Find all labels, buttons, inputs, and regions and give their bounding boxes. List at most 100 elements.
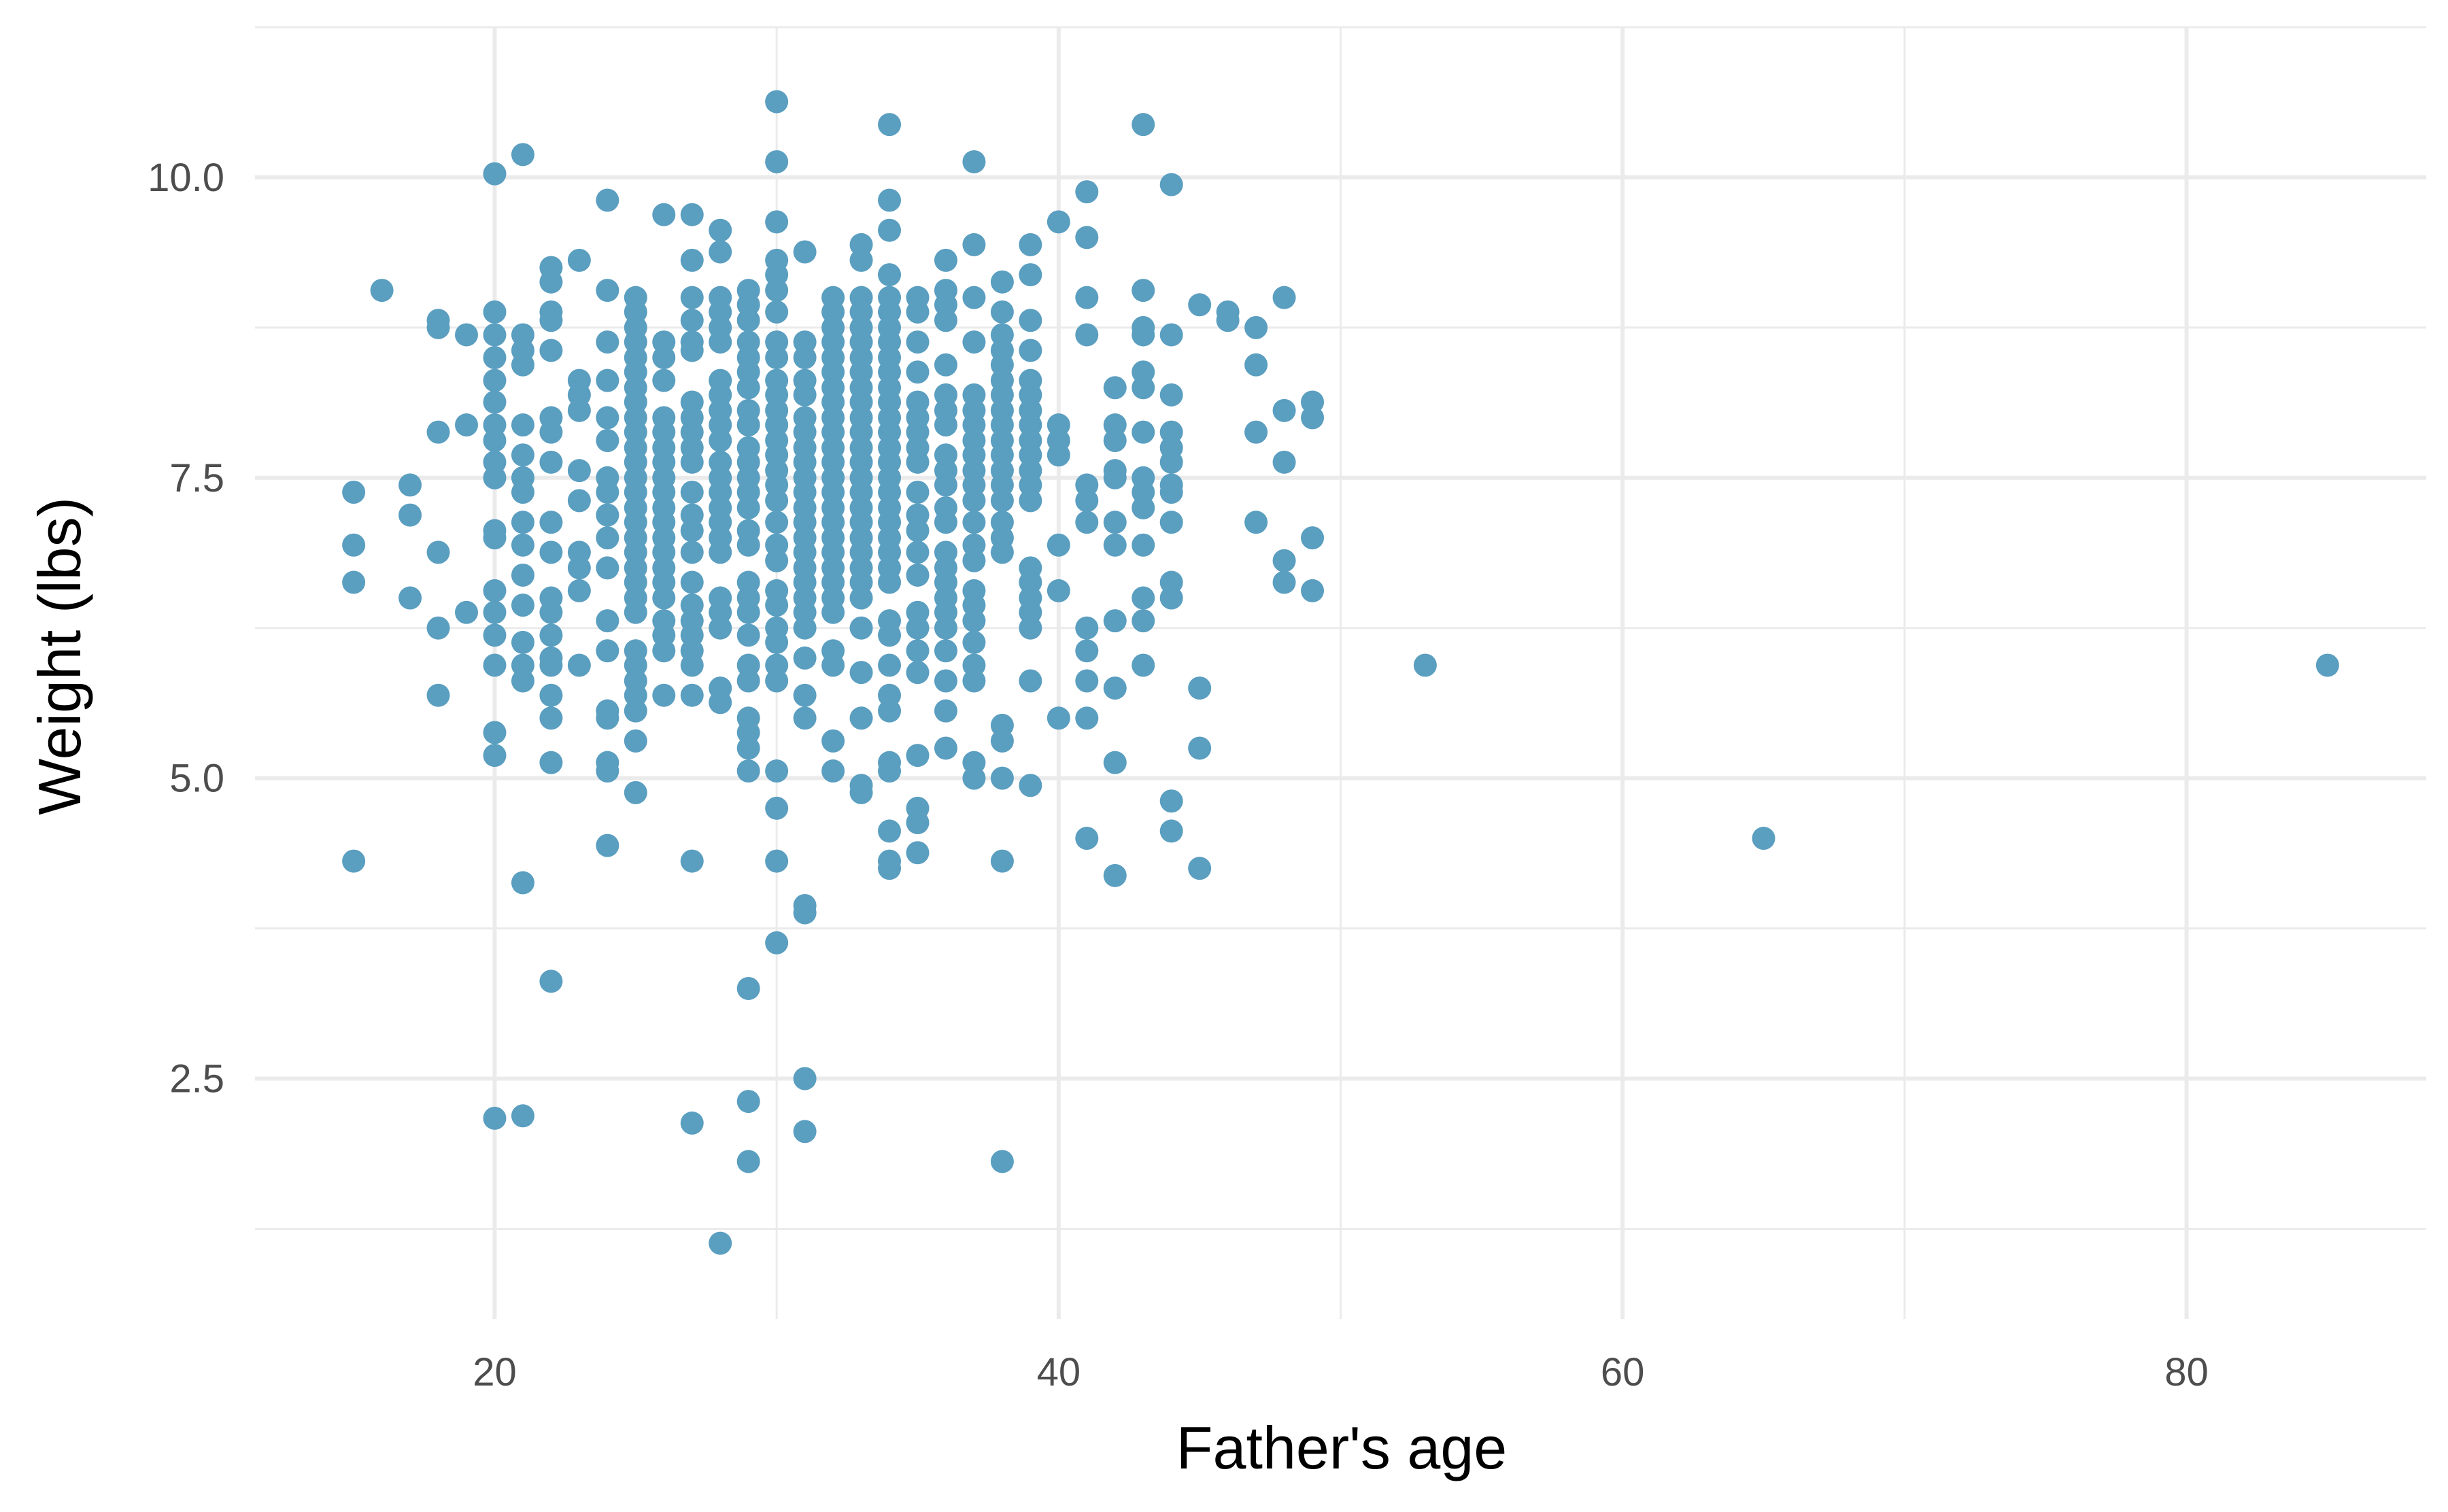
data-point [736,976,760,1000]
data-point [680,683,704,707]
data-point [596,279,619,303]
data-point [765,594,789,617]
data-point [342,849,366,873]
data-point [426,315,450,339]
data-point [878,857,902,880]
data-point [906,563,930,587]
data-point [878,188,902,212]
data-point [962,609,986,633]
data-point [539,511,563,534]
data-point [736,669,760,693]
y-tick-label: 5.0 [169,757,224,801]
data-point [736,533,760,557]
data-point [736,759,760,783]
data-point [1301,526,1325,550]
data-point [426,616,450,640]
data-point [821,729,845,753]
data-point [878,759,902,783]
data-point [878,623,902,647]
data-point [1019,616,1042,640]
data-point [1103,676,1127,700]
data-point [878,113,902,137]
data-point [511,481,534,504]
data-point [680,248,704,272]
data-point [596,526,619,550]
data-point [680,519,704,543]
data-point [962,511,986,534]
data-point [511,143,534,167]
data-point [511,511,534,534]
data-point [511,353,534,377]
data-point [624,780,647,804]
data-point [793,346,817,370]
data-point [567,459,591,483]
data-point [1413,653,1437,677]
data-point [596,706,619,730]
data-point [793,616,817,640]
data-point [906,330,930,354]
data-point [1159,789,1183,813]
data-point [934,699,957,723]
data-point [1047,579,1070,602]
data-point [1752,827,1775,850]
data-point [455,413,479,437]
data-point [1188,857,1212,880]
data-point [596,556,619,580]
data-point [1244,511,1268,534]
data-point [398,586,422,610]
data-point [370,279,394,303]
data-point [1047,443,1070,467]
data-point [1188,293,1212,317]
data-point [1075,180,1099,204]
data-point [539,683,563,707]
data-point [736,376,760,400]
data-point [483,623,507,647]
data-point [1019,309,1042,332]
data-point [1075,511,1099,534]
data-point [990,849,1014,873]
x-tick-label: 20 [473,1350,517,1394]
data-point [821,759,845,783]
data-point [680,540,704,564]
data-point [483,390,507,414]
data-point [1019,233,1042,256]
data-point [934,309,957,332]
data-point [1301,406,1325,430]
data-point [765,346,789,370]
data-point [596,368,619,392]
data-point [1132,533,1155,557]
data-point [483,300,507,324]
data-point [398,503,422,527]
data-point [878,218,902,242]
data-point [680,570,704,594]
data-point [793,240,817,264]
data-point [765,150,789,173]
data-point [511,669,534,693]
data-point [511,594,534,617]
data-point [680,309,704,332]
data-point [1244,353,1268,377]
data-point [1132,609,1155,633]
data-point [934,511,957,534]
data-point [1132,586,1155,610]
data-point [906,616,930,640]
data-point [765,279,789,303]
data-point [511,563,534,587]
data-point [906,519,930,543]
data-point [596,834,619,857]
data-point [539,706,563,730]
data-point [1047,210,1070,234]
data-point [680,450,704,474]
data-point [765,549,789,572]
data-point [1159,511,1183,534]
data-point [709,691,732,715]
data-point [962,549,986,572]
data-point [765,669,789,693]
data-point [1019,489,1042,513]
data-point [962,286,986,309]
data-point [793,646,817,670]
x-tick-label: 40 [1037,1350,1081,1394]
data-point [1075,286,1099,309]
data-point [483,466,507,489]
data-point [1132,376,1155,400]
